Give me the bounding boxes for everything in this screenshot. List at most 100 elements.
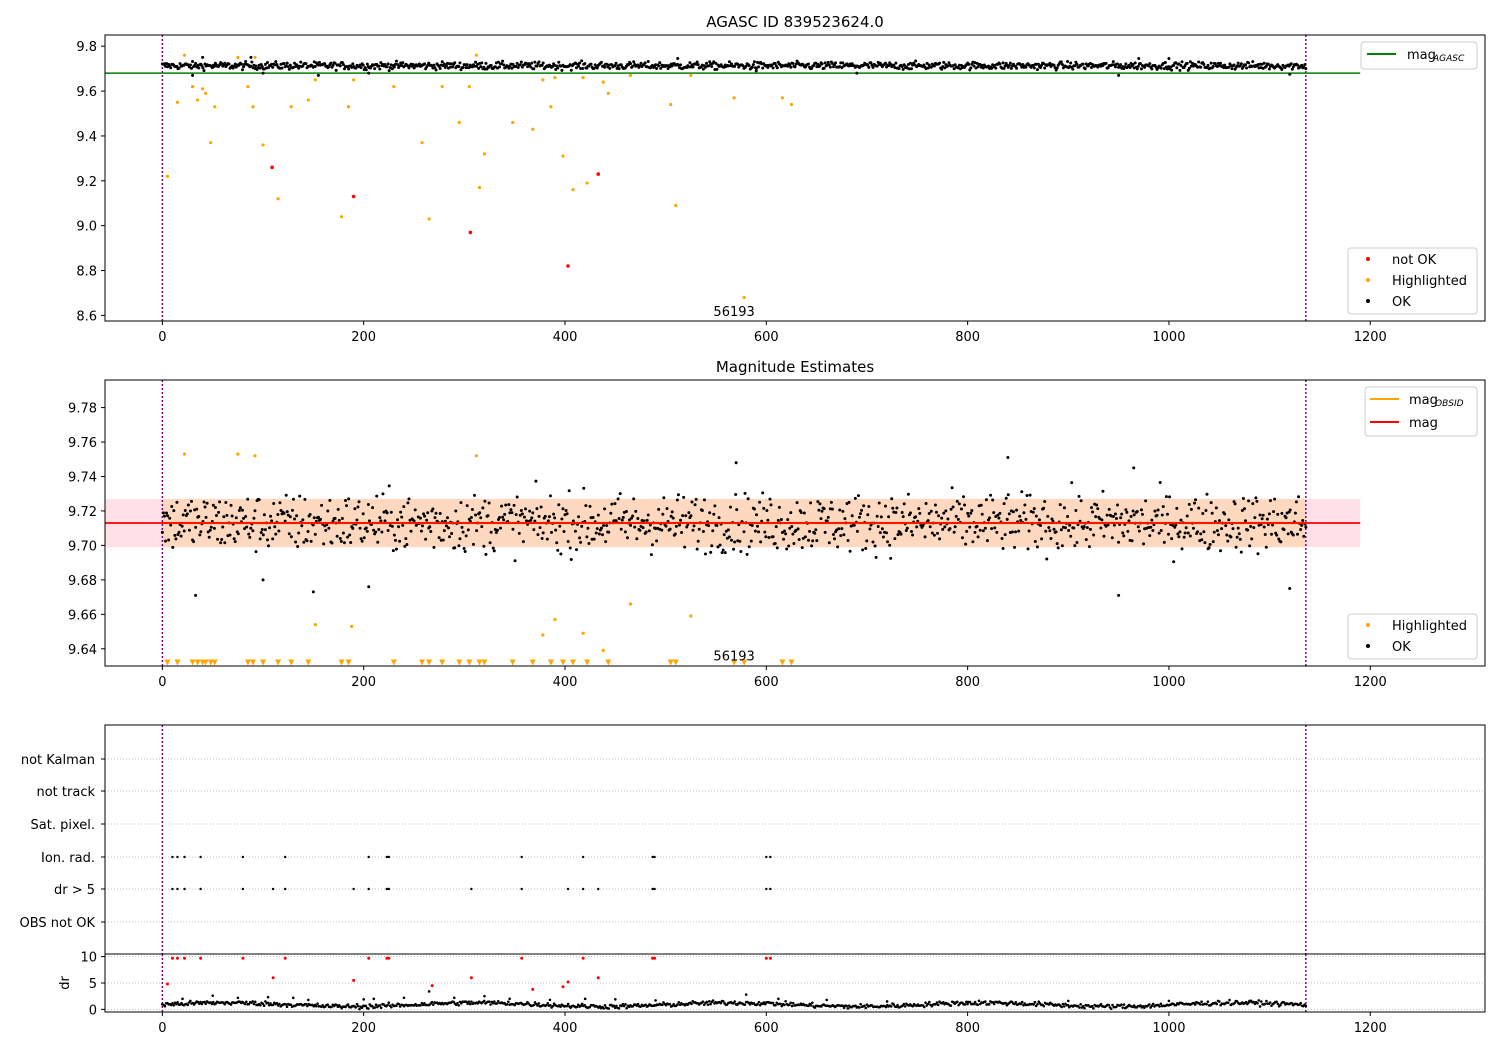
ok-point [479, 516, 483, 520]
ok-point [1193, 501, 1197, 505]
ok-point [978, 528, 982, 532]
ok-point [834, 61, 838, 65]
y-tick-label: 9.70 [68, 539, 97, 554]
out-of-range-marker [456, 659, 463, 666]
ok-point [300, 524, 304, 528]
ok-point [521, 540, 525, 544]
ok-point [1172, 560, 1176, 564]
ok-point [1196, 530, 1200, 534]
ok-point [1143, 65, 1147, 69]
ok-point [847, 500, 851, 504]
ok-point [274, 60, 278, 64]
ok-point [649, 553, 653, 557]
ok-point [1266, 62, 1270, 66]
ok-point [1075, 540, 1079, 544]
ok-point [465, 504, 469, 508]
ok-point [936, 531, 940, 535]
dr-point [922, 1005, 926, 1009]
ok-point [378, 516, 382, 520]
ok-point [632, 497, 636, 501]
ok-point [984, 498, 988, 502]
ok-point [813, 531, 817, 535]
dr-point [709, 1002, 712, 1006]
out-of-range-marker [559, 659, 566, 666]
ok-point [1300, 63, 1304, 67]
ok-point [1219, 549, 1223, 553]
ok-point [990, 527, 994, 531]
ok-point [1277, 537, 1281, 541]
dr-point [845, 1004, 848, 1008]
ok-point [174, 537, 178, 541]
ok-point [429, 530, 433, 534]
dr-point [211, 994, 215, 997]
ok-point [838, 508, 842, 512]
dr-point [1115, 1005, 1118, 1009]
ok-point [478, 511, 482, 515]
dr-point [397, 1002, 401, 1006]
ok-point [841, 509, 845, 513]
ok-point [859, 512, 863, 516]
ok-point [1150, 518, 1154, 522]
flag-point [199, 855, 202, 859]
dr-flagged-point [520, 956, 524, 960]
ok-point [691, 528, 695, 532]
legend-marker [1366, 644, 1370, 648]
ok-point [760, 62, 764, 66]
ok-point [457, 544, 461, 548]
ok-point [715, 67, 719, 71]
highlighted-point [276, 197, 280, 201]
legend-label-mag: mag [1409, 416, 1438, 431]
ok-point [1234, 545, 1238, 549]
dr-point [346, 1003, 350, 1006]
ok-point [162, 514, 166, 518]
x-tick-label: 1200 [1354, 1021, 1387, 1036]
flag-point [387, 855, 391, 859]
ok-point [364, 526, 368, 530]
ok-point [641, 526, 645, 530]
ok-point [586, 526, 590, 530]
ok-point [644, 530, 648, 534]
ok-point [233, 540, 237, 544]
dr-point [598, 1004, 602, 1008]
ok-point [890, 497, 894, 501]
ok-point [1136, 525, 1140, 529]
ok-point [390, 67, 394, 71]
ok-point [711, 529, 715, 533]
dr-point [705, 1000, 709, 1004]
highlighted-point [440, 84, 444, 89]
dr-point [1200, 1000, 1203, 1003]
dr-point [926, 1002, 930, 1006]
flag-point [241, 855, 245, 859]
ok-point [249, 55, 253, 59]
dr-flagged-point [283, 956, 287, 960]
dr-point [1158, 1005, 1161, 1008]
ok-point [286, 513, 290, 517]
ok-point [394, 59, 398, 63]
ok-point [836, 545, 840, 549]
ok-point [492, 549, 496, 553]
dr-flagged-point [653, 956, 657, 960]
ok-point [1087, 545, 1091, 549]
ok-point [438, 511, 442, 515]
ok-point [1249, 524, 1253, 528]
ok-point [777, 505, 781, 509]
ok-point [800, 546, 804, 550]
ok-point [387, 69, 391, 73]
ok-point [1243, 63, 1247, 67]
ok-point [709, 550, 713, 554]
dr-point [1235, 1000, 1239, 1003]
ok-point [458, 537, 462, 541]
dr-flagged-point [175, 956, 179, 960]
ok-point [263, 62, 267, 66]
ok-point [783, 529, 787, 533]
out-of-range-marker [189, 659, 196, 666]
ok-point [1054, 530, 1058, 534]
ok-point [331, 63, 335, 67]
ok-point [578, 61, 582, 65]
dr-point [171, 1001, 174, 1005]
dr-point [789, 1001, 793, 1005]
ok-point [853, 496, 857, 500]
highlighted-point [313, 623, 317, 627]
ok-point [1063, 526, 1067, 530]
dr-point [889, 1005, 893, 1008]
